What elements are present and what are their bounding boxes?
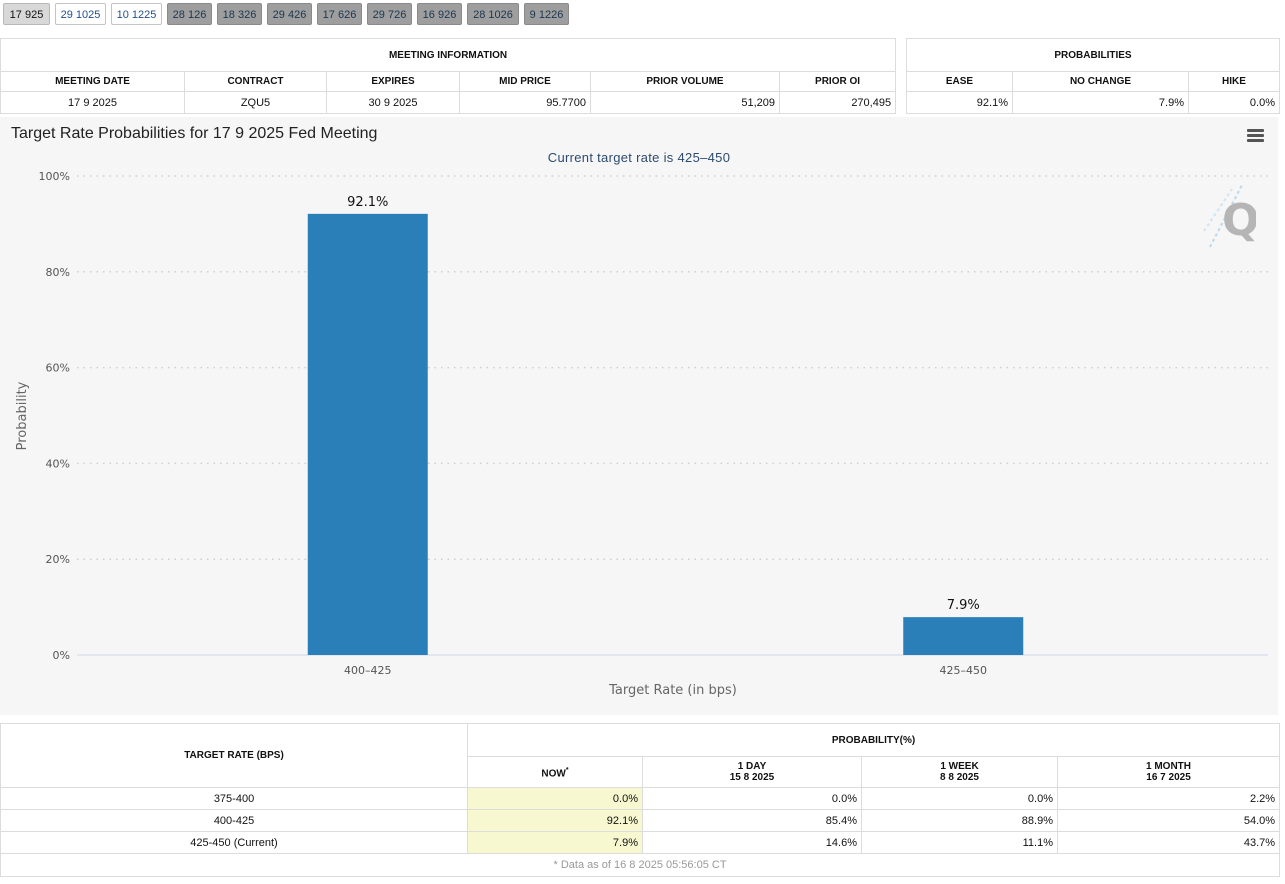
y-tick-label: 80% [46, 266, 70, 279]
contract-value: ZQU5 [184, 91, 327, 114]
table-row: 400-425 92.1% 85.4% 88.9% 54.0% [0, 809, 1281, 832]
tab-meeting-3[interactable]: 28 126 [167, 3, 212, 25]
bars: 92.1% 7.9% [307, 195, 1024, 655]
probability-cell: 88.9% [861, 809, 1058, 832]
header-col-3: 1 MONTH 16 7 2025 [1056, 756, 1281, 788]
bar-chart: 0% 20% 40% 60% 80% 100% 92.1% 7.9% 400–425 425–… [15, 170, 1268, 698]
header-expires: EXPIRES [326, 71, 460, 92]
header-prior-volume: PRIOR VOLUME [590, 71, 780, 92]
header-col-0: NOW* [467, 756, 643, 788]
header-col-2: 1 WEEK 8 8 2025 [861, 756, 1058, 788]
tab-meeting-7[interactable]: 29 726 [367, 3, 412, 25]
header-contract: CONTRACT [184, 71, 327, 92]
chart-title: Target Rate Probabilities for 17 9 2025 … [11, 125, 378, 142]
prior-oi-value: 270,495 [778, 91, 897, 114]
header-col-date: 8 8 2025 [940, 772, 979, 783]
header-col-date: 16 7 2025 [1146, 772, 1191, 783]
y-tick-label: 40% [46, 457, 70, 470]
header-mid-price: MID PRICE [459, 71, 591, 92]
tab-meeting-5[interactable]: 29 426 [267, 3, 312, 25]
tab-meeting-0[interactable]: 17 925 [3, 3, 50, 25]
y-gridlines [77, 175, 1268, 560]
expires-value: 30 9 2025 [326, 91, 460, 114]
chart-panel: Target Rate Probabilities for 17 9 2025 … [0, 117, 1278, 715]
header-col-label: 1 DAY [737, 761, 767, 772]
header-target-rate: TARGET RATE (BPS) [0, 723, 468, 788]
tab-meeting-6[interactable]: 17 626 [317, 3, 362, 25]
probability-cell: 11.1% [861, 831, 1058, 854]
y-tick-label: 100% [39, 170, 70, 183]
y-axis-label: Probability [15, 381, 30, 450]
target-rate-cell: 400-425 [0, 809, 468, 832]
header-probability-group: PROBABILITY(%) [466, 723, 1281, 757]
header-col-asterisk: * [565, 766, 569, 774]
x-tick-label: 400–425 [344, 664, 392, 677]
probability-cell: 2.2% [1056, 787, 1281, 810]
svg-text:Q: Q [1222, 195, 1256, 246]
prior-volume-value: 51,209 [590, 91, 780, 114]
y-tick-label: 60% [46, 362, 70, 375]
probability-cell: 0.0% [467, 787, 643, 810]
header-no-change: NO CHANGE [1012, 71, 1189, 92]
chart-subtitle: Current target rate is 425–450 [547, 150, 731, 165]
tab-meeting-9[interactable]: 28 1026 [467, 3, 519, 25]
data-timestamp-footnote: * Data as of 16 8 2025 05:56:05 CT [0, 853, 1281, 877]
probability-cell: 54.0% [1056, 809, 1281, 832]
header-col-date: 15 8 2025 [729, 772, 775, 783]
header-ease: EASE [906, 71, 1013, 92]
meeting-information-table: MEETING INFORMATION MEETING DATE CONTRAC… [0, 38, 897, 114]
bar-1[interactable] [903, 617, 1024, 655]
x-tick-label: 425–450 [940, 664, 988, 677]
header-col-label: 1 MONTH [1146, 761, 1192, 772]
hamburger-menu-icon[interactable] [1247, 129, 1264, 143]
probability-cell: 7.9% [467, 831, 643, 854]
bar-data-label: 7.9% [947, 598, 980, 613]
header-col-label: NOW [541, 768, 566, 780]
header-prior-oi: PRIOR OI [778, 71, 897, 92]
tab-meeting-8[interactable]: 16 926 [417, 3, 462, 25]
header-col-label: 1 WEEK [940, 761, 979, 772]
tab-meeting-10[interactable]: 9 1226 [524, 3, 569, 25]
meeting-date-value: 17 9 2025 [0, 91, 185, 114]
meeting-information-caption: MEETING INFORMATION [0, 38, 897, 72]
probability-cell: 0.0% [861, 787, 1058, 810]
probability-cell: 85.4% [642, 809, 862, 832]
tab-meeting-4[interactable]: 18 326 [217, 3, 262, 25]
target-rate-cell: 425-450 (Current) [0, 831, 468, 854]
bar-0[interactable] [307, 213, 428, 655]
target-rate-cell: 375-400 [0, 787, 468, 810]
y-tick-label: 20% [46, 553, 70, 566]
probability-history-table: TARGET RATE (BPS) PROBABILITY(%) NOW* 1 D… [0, 723, 1281, 877]
tab-meeting-1[interactable]: 29 1025 [55, 3, 106, 25]
ease-value: 92.1% [906, 91, 1013, 114]
probability-cell: 0.0% [642, 787, 862, 810]
probabilities-table: PROBABILITIES EASE NO CHANGE HIKE 92.1% … [906, 38, 1280, 114]
q-logo-watermark-icon: Q [1203, 184, 1256, 248]
y-axis-ticks: 0% 20% 40% 60% 80% 100% [39, 170, 70, 662]
header-col-1: 1 DAY 15 8 2025 [642, 756, 862, 788]
bar-data-label: 92.1% [347, 195, 388, 210]
x-axis-label: Target Rate (in bps) [608, 683, 737, 698]
probability-cell: 92.1% [467, 809, 643, 832]
probabilities-caption: PROBABILITIES [906, 38, 1280, 72]
tab-meeting-2[interactable]: 10 1225 [111, 3, 162, 25]
probability-cell: 14.6% [642, 831, 862, 854]
header-hike: HIKE [1188, 71, 1280, 92]
probability-cell: 43.7% [1056, 831, 1281, 854]
no-change-value: 7.9% [1012, 91, 1189, 114]
y-tick-label: 0% [53, 649, 70, 662]
table-row: 425-450 (Current) 7.9% 14.6% 11.1% 43.7% [0, 831, 1281, 854]
header-meeting-date: MEETING DATE [0, 71, 185, 92]
x-axis-ticks: 400–425 425–450 [344, 664, 987, 677]
table-row: 375-400 0.0% 0.0% 0.0% 2.2% [0, 787, 1281, 810]
mid-price-value: 95.7700 [459, 91, 591, 114]
hike-value: 0.0% [1188, 91, 1280, 114]
